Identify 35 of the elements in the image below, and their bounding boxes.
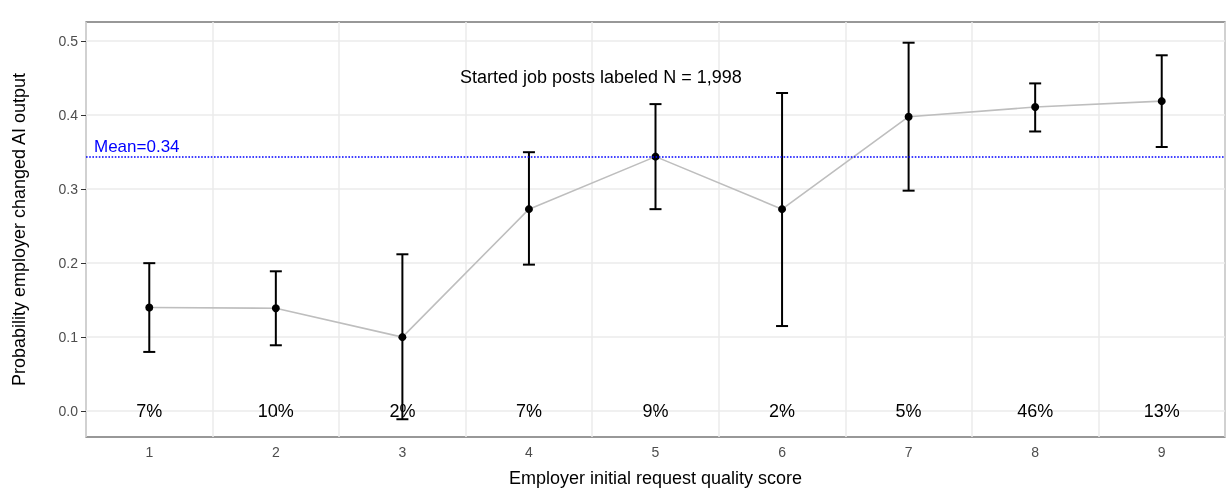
x-tick-label: 5 [651, 444, 660, 460]
point [1031, 103, 1040, 112]
annotation: 46% [1017, 401, 1054, 422]
y-tick-label: 0.1 [58, 329, 79, 346]
annotation: 9% [642, 401, 669, 422]
annotation: 7% [136, 401, 163, 422]
point [1157, 97, 1166, 106]
x-tick-label: 9 [1157, 444, 1166, 460]
x-tick-label: 2 [271, 444, 280, 460]
annotation: 2% [769, 401, 796, 422]
x-tick-label: 1 [145, 444, 154, 460]
x-tick-label: 4 [525, 444, 534, 460]
point [904, 112, 913, 121]
point [271, 304, 280, 313]
point [778, 205, 787, 214]
ref-line-label: Mean=0.34 [94, 136, 180, 156]
annotation: 5% [895, 401, 922, 422]
point [398, 333, 407, 342]
y-tick-label: 0.0 [58, 403, 79, 420]
x-tick-label: 7 [904, 444, 913, 460]
annotation: 10% [257, 401, 294, 422]
x-tick-label: 3 [398, 444, 407, 460]
y-tick-label: 0.4 [58, 107, 79, 124]
x-tick-label: 8 [1031, 444, 1040, 460]
point [524, 205, 533, 214]
annotation: Started job posts labeled N = 1,998 [460, 67, 742, 87]
y-tick-label: 0.2 [58, 255, 79, 272]
x-tick-label: 6 [778, 444, 787, 460]
point [145, 303, 154, 312]
x-axis-title: Employer initial request quality score [508, 468, 803, 488]
y-tick-label: 0.5 [58, 33, 79, 50]
y-tick-label: 0.3 [58, 181, 79, 198]
annotation: 7% [515, 401, 542, 422]
annotation: 13% [1143, 401, 1180, 422]
y-axis-title: Probability employer changed AI output [9, 72, 29, 387]
